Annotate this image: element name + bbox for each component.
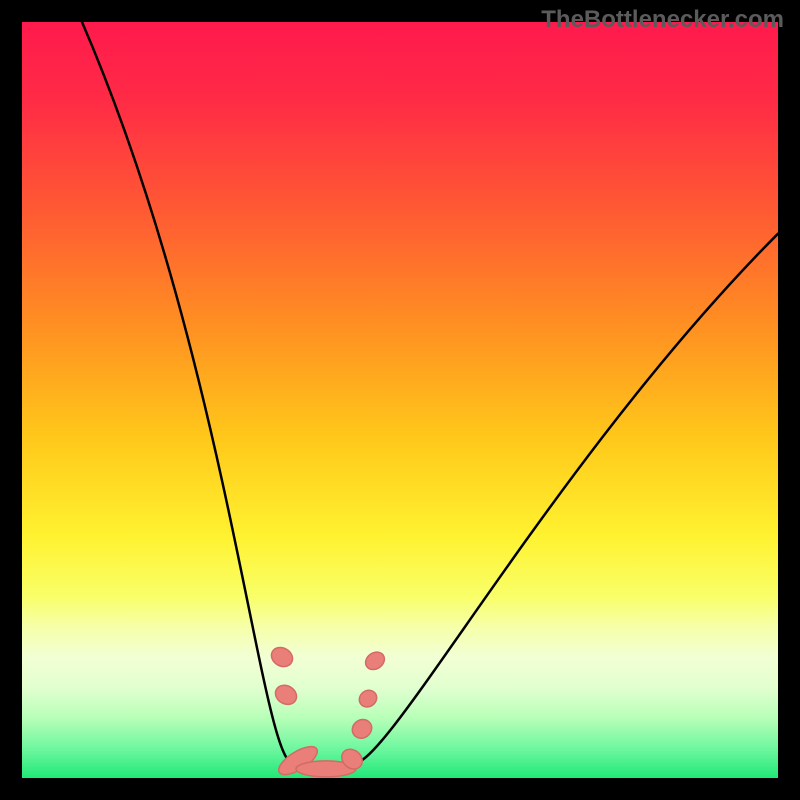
v-curve: [82, 22, 778, 763]
marker-right-3: [362, 649, 388, 674]
marker-left-0: [268, 644, 296, 671]
marker-right-1: [349, 716, 376, 742]
bottleneck-curve-chart: [22, 22, 778, 778]
marker-left-1: [272, 682, 300, 709]
watermark-text: TheBottlenecker.com: [541, 6, 784, 34]
marker-right-2: [356, 687, 380, 710]
